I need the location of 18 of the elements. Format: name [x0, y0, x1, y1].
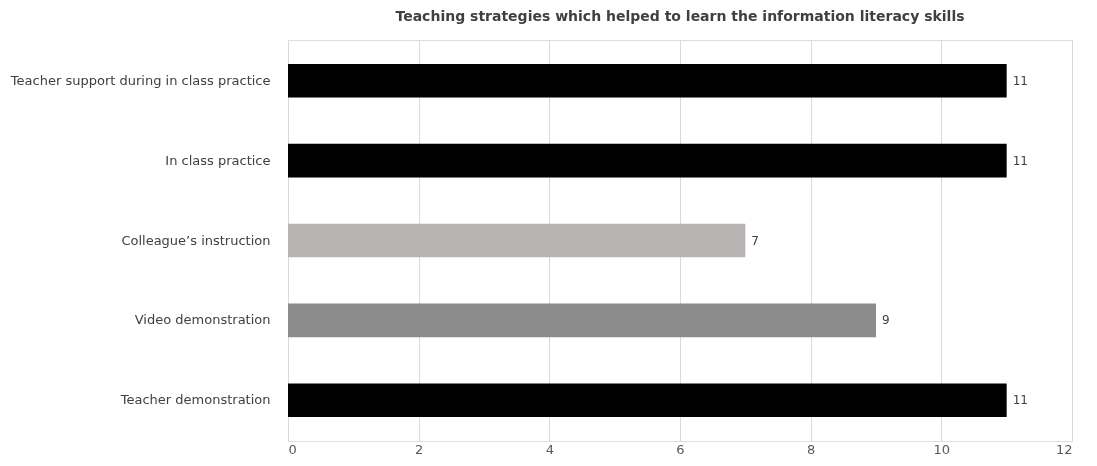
y-tick-label: In class practice [165, 152, 271, 168]
x-tick-label: 0 [288, 441, 297, 457]
y-tick-label: Video demonstration [134, 312, 271, 328]
data-label: 11 [1012, 73, 1028, 88]
chart-title: Teaching strategies which helped to learn the information literacy skills [395, 8, 965, 24]
x-tick-label: 8 [807, 441, 816, 457]
data-label: 9 [882, 313, 890, 328]
x-tick-label: 2 [415, 441, 424, 457]
y-tick-label: Teacher support during in class practice [9, 72, 271, 88]
y-tick-label: Colleague’s instruction [121, 232, 271, 248]
data-label: 11 [1012, 393, 1028, 408]
y-tick-label: Teacher demonstration [119, 392, 271, 408]
x-tick-label: 4 [545, 441, 554, 457]
x-tick-label: 12 [1055, 441, 1073, 457]
data-label: 7 [751, 233, 759, 248]
x-tick-label: 10 [933, 441, 951, 457]
x-tick-label: 6 [676, 441, 685, 457]
data-label: 11 [1012, 153, 1028, 168]
